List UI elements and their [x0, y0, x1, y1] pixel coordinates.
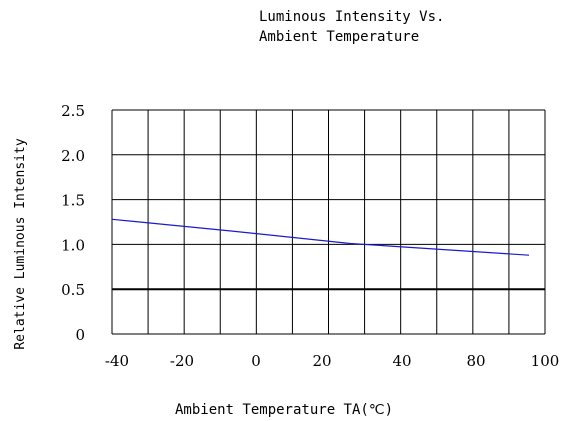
x-tick-label: 20 — [312, 352, 331, 370]
x-axis-label: Ambient Temperature TA(℃) — [175, 402, 393, 418]
y-axis-label: Relative Luminous Intensity — [13, 138, 28, 349]
y-tick-label: 1.0 — [61, 236, 85, 254]
series-line — [111, 218, 530, 256]
grid — [111, 109, 546, 335]
chart-title-line-1: Luminous Intensity Vs. — [259, 9, 444, 25]
y-tick-label: 2.5 — [61, 102, 85, 120]
y-tick-labels: 0 0.5 1.0 1.5 2.0 2.5 — [61, 102, 85, 344]
y-tick-label: 0.5 — [61, 281, 85, 299]
y-tick-label: 1.5 — [61, 192, 85, 210]
x-tick-labels: -40 -20 0 20 40 80 100 — [105, 352, 559, 370]
x-tick-label: 80 — [466, 352, 485, 370]
y-tick-label: 2.0 — [61, 147, 85, 165]
series-layer — [111, 218, 530, 256]
x-tick-label: -40 — [105, 352, 129, 370]
x-tick-label: 0 — [251, 352, 261, 370]
x-tick-label: 40 — [392, 352, 411, 370]
x-tick-label: 100 — [531, 352, 560, 370]
y-tick-label: 0 — [75, 326, 85, 344]
chart-title-line-2: Ambient Temperature — [259, 29, 419, 45]
x-tick-label: -20 — [170, 352, 194, 370]
